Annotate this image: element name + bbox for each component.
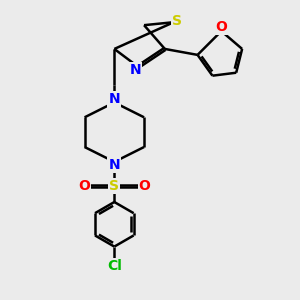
Text: N: N [129, 63, 141, 77]
Text: S: S [172, 14, 182, 28]
Text: S: S [109, 179, 119, 193]
Text: Cl: Cl [107, 259, 122, 273]
Text: O: O [139, 179, 151, 193]
Text: N: N [109, 92, 120, 106]
Text: O: O [215, 20, 227, 34]
Text: N: N [109, 158, 120, 172]
Text: O: O [78, 179, 90, 193]
